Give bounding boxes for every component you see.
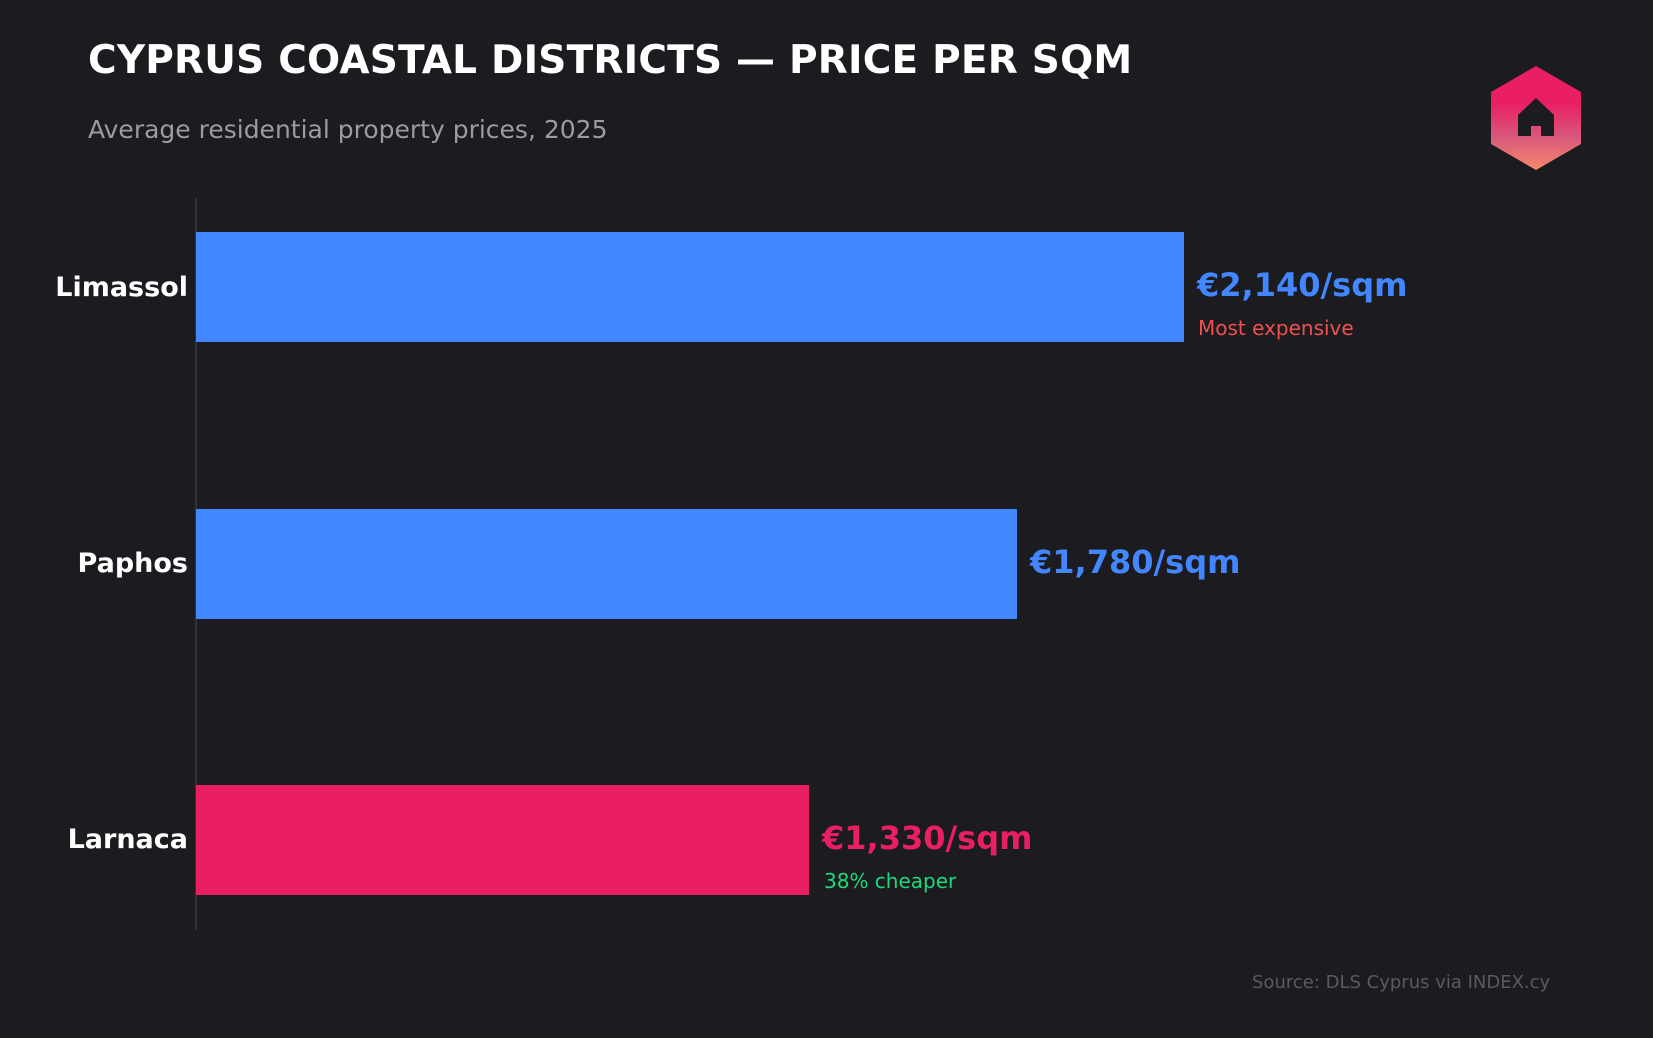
chart-title: CYPRUS COASTAL DISTRICTS — PRICE PER SQM (88, 38, 1133, 83)
bar-limassol (196, 232, 1184, 342)
house-hexagon-icon (1491, 66, 1581, 170)
value-label-paphos: €1,780/sqm (1030, 543, 1241, 581)
chart-subtitle: Average residential property prices, 202… (88, 115, 608, 144)
category-label-larnaca: Larnaca (67, 824, 188, 855)
bar-paphos (196, 509, 1017, 619)
annotation-larnaca: 38% cheaper (824, 869, 957, 893)
category-label-paphos: Paphos (77, 548, 188, 579)
bar-larnaca (196, 785, 809, 895)
value-label-limassol: €2,140/sqm (1197, 266, 1408, 304)
annotation-limassol: Most expensive (1198, 316, 1354, 340)
category-label-limassol: Limassol (55, 272, 188, 303)
source-note: Source: DLS Cyprus via INDEX.cy (1252, 972, 1551, 993)
value-label-larnaca: €1,330/sqm (822, 819, 1033, 857)
